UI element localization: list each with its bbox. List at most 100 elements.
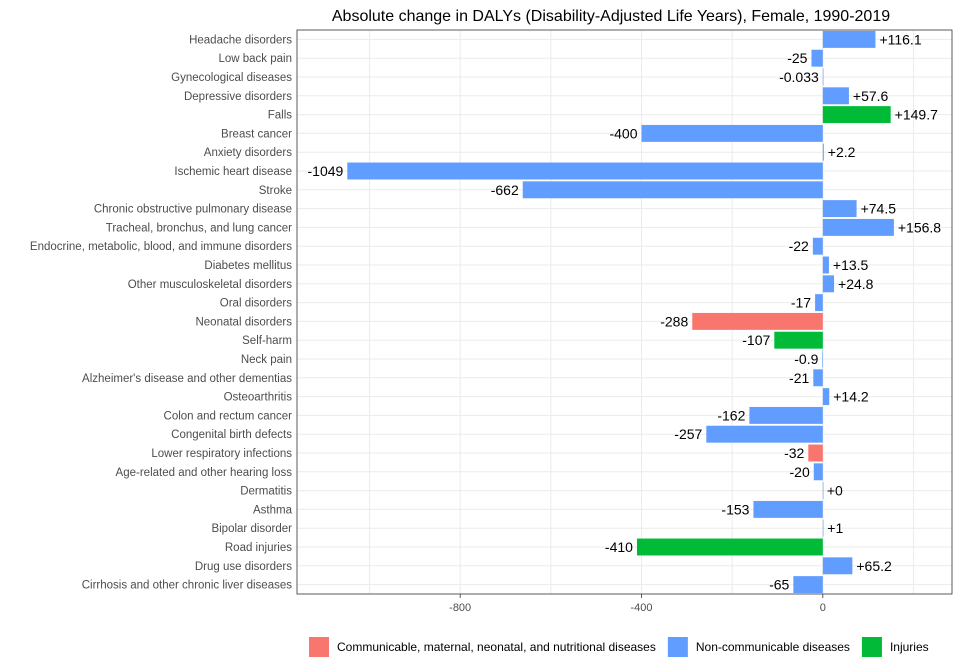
legend-key-injuries [861, 637, 882, 657]
category-label-lower-respiratory-infections: Lower respiratory infections [151, 448, 292, 460]
data-label-neck-pain: -0.9 [794, 351, 818, 367]
bar-lower-respiratory-infections [808, 444, 823, 462]
chart-title: Absolute change in DALYs (Disability-Adj… [332, 8, 890, 25]
category-label-depressive-disorders: Depressive disorders [184, 91, 292, 103]
data-label-anxiety-disorders: +2.2 [828, 144, 856, 160]
data-label-asthma: -153 [721, 501, 749, 517]
bar-chronic-obstructive-pulmonary-disease [822, 200, 857, 218]
x-tick-label: -800 [449, 602, 471, 614]
data-label-depressive-disorders: +57.6 [853, 88, 889, 104]
data-label-low-back-pain: -25 [787, 50, 807, 66]
data-label-falls: +149.7 [895, 107, 938, 123]
category-label-neck-pain: Neck pain [241, 354, 292, 366]
category-label-endocrine-metabolic-blood-and-immune-disorders: Endocrine, metabolic, blood, and immune … [30, 241, 292, 253]
data-label-osteoarthritis: +14.2 [833, 389, 869, 405]
category-label-age-related-and-other-hearing-loss: Age-related and other hearing loss [116, 467, 293, 479]
bar-layer [347, 30, 894, 594]
category-label-anxiety-disorders: Anxiety disorders [204, 147, 292, 159]
category-label-neonatal-disorders: Neonatal disorders [195, 316, 292, 328]
bar-endocrine-metabolic-blood-and-immune-disorders [812, 237, 823, 255]
category-label-layer: Headache disorders Low back pain Gynecolog… [30, 34, 293, 591]
data-label-breast-cancer: -400 [609, 125, 637, 141]
category-label-ischemic-heart-disease: Ischemic heart disease [174, 166, 292, 178]
legend-label-injuries: Injuries [890, 640, 929, 654]
data-label-chronic-obstructive-pulmonary-disease: +74.5 [861, 201, 897, 217]
bar-dermatitis [822, 482, 824, 500]
data-label-diabetes-mellitus: +13.5 [833, 257, 869, 273]
legend-key-communicable-maternal-neonatal-and-nutritional-diseases [309, 637, 329, 657]
bar-other-musculoskeletal-disorders [822, 275, 835, 293]
category-label-chronic-obstructive-pulmonary-disease: Chronic obstructive pulmonary disease [94, 204, 292, 216]
bar-tracheal-bronchus-and-lung-cancer [822, 218, 894, 236]
category-label-osteoarthritis: Osteoarthritis [224, 392, 293, 404]
data-label-gynecological-diseases: -0.033 [779, 69, 819, 85]
data-label-stroke: -662 [491, 182, 519, 198]
category-label-asthma: Asthma [253, 504, 293, 516]
data-label-endocrine-metabolic-blood-and-immune-disorders: -22 [789, 238, 809, 254]
category-label-other-musculoskeletal-disorders: Other musculoskeletal disorders [128, 279, 293, 291]
bar-age-related-and-other-hearing-loss [813, 463, 823, 481]
bar-alzheimer-s-disease-and-other-dementias [813, 369, 823, 387]
legend-key-non-communicable-diseases [667, 637, 688, 657]
bar-depressive-disorders [822, 87, 849, 105]
category-label-low-back-pain: Low back pain [218, 53, 292, 65]
bar-gynecological-diseases [822, 68, 824, 86]
plot-panel-border [296, 29, 953, 595]
category-label-headache-disorders: Headache disorders [189, 34, 292, 46]
data-label-dermatitis: +0 [827, 483, 843, 499]
data-label-neonatal-disorders: -288 [660, 313, 688, 329]
category-label-diabetes-mellitus: Diabetes mellitus [204, 260, 292, 272]
bar-stroke [522, 181, 823, 199]
legend-label-non-communicable-diseases: Non-communicable diseases [696, 640, 850, 654]
bar-cirrhosis-and-other-chronic-liver-diseases [793, 576, 823, 594]
bar-asthma [753, 500, 823, 518]
category-label-dermatitis: Dermatitis [240, 486, 292, 498]
category-label-congenital-birth-defects: Congenital birth defects [171, 429, 292, 441]
category-label-alzheimer-s-disease-and-other-dementias: Alzheimer's disease and other dementias [82, 373, 292, 385]
grid-layer [297, 30, 952, 594]
category-label-bipolar-disorder: Bipolar disorder [211, 523, 292, 535]
category-label-gynecological-diseases: Gynecological diseases [171, 72, 292, 84]
bar-neck-pain [822, 350, 824, 368]
category-label-cirrhosis-and-other-chronic-liver-diseases: Cirrhosis and other chronic liver diseas… [82, 580, 293, 592]
bar-colon-and-rectum-cancer [749, 406, 823, 424]
bar-breast-cancer [641, 124, 823, 142]
data-label-oral-disorders: -17 [791, 295, 811, 311]
bar-ischemic-heart-disease [347, 162, 823, 180]
data-label-headache-disorders: +116.1 [879, 31, 921, 47]
data-label-cirrhosis-and-other-chronic-liver-diseases: -65 [769, 577, 789, 593]
legend: Communicable, maternal, neonatal, and nu… [309, 637, 929, 657]
bar-neonatal-disorders [692, 312, 823, 330]
data-label-drug-use-disorders: +65.2 [856, 558, 892, 574]
data-label-congenital-birth-defects: -257 [674, 426, 702, 442]
category-label-drug-use-disorders: Drug use disorders [195, 561, 292, 573]
category-label-breast-cancer: Breast cancer [221, 128, 292, 140]
data-label-self-harm: -107 [742, 332, 770, 348]
category-label-colon-and-rectum-cancer: Colon and rectum cancer [164, 410, 293, 422]
category-label-stroke: Stroke [259, 185, 292, 197]
category-label-falls: Falls [268, 110, 293, 122]
data-label-layer: +116.1 -25 -0.033 +57.6 +149.7 -400 +2.2 -1049 -… [308, 31, 942, 592]
data-label-alzheimer-s-disease-and-other-dementias: -21 [789, 370, 809, 386]
data-label-road-injuries: -410 [605, 539, 633, 555]
legend-label-communicable-maternal-neonatal-and-nutritional-diseases: Communicable, maternal, neonatal, and nu… [337, 640, 656, 654]
data-label-age-related-and-other-hearing-loss: -20 [790, 464, 810, 480]
bar-osteoarthritis [822, 388, 830, 406]
data-label-bipolar-disorder: +1 [827, 520, 843, 536]
bar-oral-disorders [815, 294, 823, 312]
category-label-oral-disorders: Oral disorders [220, 298, 292, 310]
x-tick-layer: -800 -400 0 [449, 594, 826, 614]
category-label-road-injuries: Road injuries [225, 542, 292, 554]
x-tick-label: 0 [820, 602, 826, 614]
bar-falls [822, 106, 891, 124]
bar-self-harm [774, 331, 823, 349]
data-label-tracheal-bronchus-and-lung-cancer: +156.8 [898, 219, 941, 235]
category-label-tracheal-bronchus-and-lung-cancer: Tracheal, bronchus, and lung cancer [106, 222, 292, 234]
data-label-other-musculoskeletal-disorders: +24.8 [838, 276, 874, 292]
category-label-self-harm: Self-harm [242, 335, 292, 347]
bar-bipolar-disorder [822, 519, 824, 537]
x-tick-label: -400 [630, 602, 652, 614]
data-label-ischemic-heart-disease: -1049 [308, 163, 344, 179]
bar-headache-disorders [822, 30, 876, 48]
bar-congenital-birth-defects [706, 425, 823, 443]
